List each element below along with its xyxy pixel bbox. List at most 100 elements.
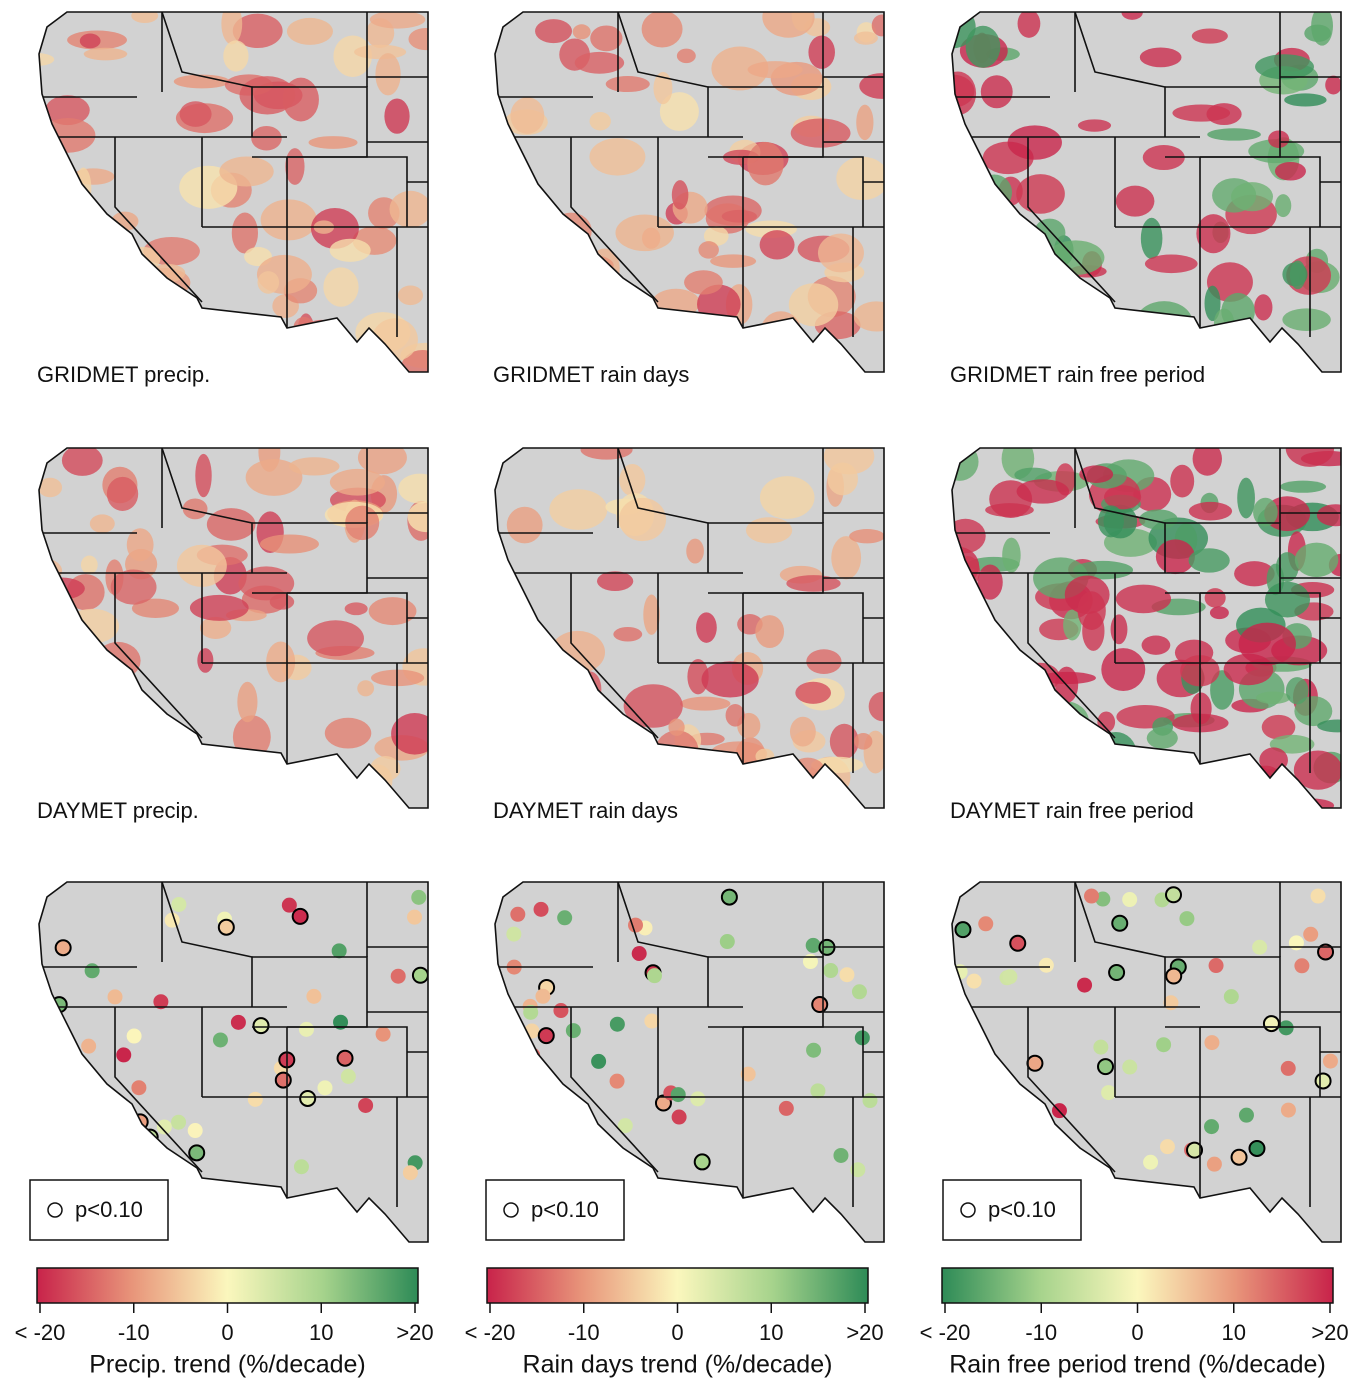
- trend-area: [173, 74, 230, 89]
- trend-area: [131, 598, 180, 619]
- trend-area: [1289, 260, 1306, 290]
- trend-area: [323, 267, 359, 307]
- trend-area: [745, 517, 793, 544]
- trend-area: [384, 98, 410, 134]
- trend-area: [1256, 691, 1291, 704]
- station: [978, 916, 994, 932]
- trend-area: [260, 199, 317, 241]
- trend-area: [116, 317, 144, 342]
- station: [1108, 964, 1126, 982]
- station: [63, 1123, 81, 1141]
- station: [1023, 1118, 1039, 1134]
- trend-area: [998, 727, 1047, 745]
- station: [1179, 911, 1195, 927]
- trend-area: [721, 209, 758, 223]
- station: [811, 996, 829, 1014]
- station: [212, 1032, 228, 1048]
- trend-area: [1136, 301, 1193, 343]
- station: [571, 1118, 587, 1134]
- tick-label: 10: [759, 1320, 783, 1345]
- station: [1317, 943, 1335, 961]
- trend-area: [580, 448, 633, 460]
- station: [537, 1027, 555, 1045]
- station: [42, 1156, 58, 1172]
- state-border: [617, 448, 709, 573]
- trend-area: [408, 28, 428, 51]
- trend-area: [1190, 692, 1212, 725]
- colorbar-title: Rain days trend (%/decade): [523, 1351, 833, 1379]
- trend-area: [786, 575, 841, 592]
- trend-area: [952, 632, 997, 653]
- trend-area: [1243, 350, 1299, 364]
- panel-label: GRIDMET rain free period: [950, 362, 1205, 387]
- state-border: [287, 1026, 408, 1097]
- trend-area: [555, 263, 579, 280]
- trend-area: [1073, 725, 1097, 757]
- trend-area: [407, 501, 428, 533]
- trend-area: [1238, 622, 1296, 666]
- station: [1262, 1015, 1280, 1033]
- trend-area: [39, 556, 63, 585]
- trend-area: [671, 180, 689, 210]
- trend-area: [1155, 539, 1195, 575]
- station: [517, 1072, 535, 1090]
- trend-area: [1071, 759, 1107, 774]
- trend-area: [1196, 214, 1231, 254]
- station: [274, 1071, 292, 1089]
- station: [1143, 1154, 1159, 1170]
- trend-area: [1073, 321, 1118, 356]
- station: [411, 889, 427, 905]
- trend-area: [853, 31, 878, 45]
- trend-area: [98, 713, 151, 728]
- trend-area: [495, 652, 525, 681]
- trend-area: [1014, 467, 1052, 483]
- trend-area: [389, 190, 428, 228]
- station: [506, 1089, 524, 1107]
- trend-area: [553, 679, 597, 719]
- station: [83, 1142, 99, 1158]
- trend-area: [1188, 501, 1233, 521]
- trend-area: [1041, 701, 1089, 743]
- trend-area: [329, 238, 371, 262]
- map-panel: [494, 11, 885, 373]
- state-border: [1074, 12, 1166, 137]
- trend-area: [572, 24, 591, 40]
- legend-label: p<0.10: [75, 1197, 143, 1222]
- coastline: [494, 11, 885, 373]
- trend-area: [583, 720, 612, 743]
- trend-area: [1254, 294, 1273, 321]
- trend-area: [996, 263, 1027, 293]
- trend-area: [680, 696, 731, 711]
- state-border: [617, 882, 709, 1007]
- trend-area: [508, 661, 537, 674]
- trend-area: [613, 626, 643, 642]
- station: [609, 1073, 625, 1089]
- station: [506, 926, 522, 942]
- trend-area: [1097, 711, 1116, 733]
- station: [647, 968, 663, 984]
- trend-area: [952, 646, 977, 667]
- trend-area: [761, 797, 815, 808]
- trend-area: [696, 612, 717, 643]
- trend-area: [831, 536, 862, 580]
- trend-area: [239, 76, 296, 115]
- state-border: [570, 1007, 659, 1173]
- state-border: [161, 448, 253, 573]
- trend-area: [1230, 182, 1274, 212]
- trend-area: [806, 649, 842, 674]
- trend-area: [1016, 479, 1070, 504]
- trend-area: [952, 141, 977, 185]
- station: [1122, 1059, 1138, 1075]
- station: [1165, 886, 1183, 904]
- station: [1159, 1139, 1175, 1155]
- station: [306, 988, 322, 1004]
- trend-area: [52, 325, 104, 358]
- trend-area: [79, 33, 101, 49]
- trend-area: [967, 703, 997, 748]
- trend-area: [83, 47, 128, 61]
- trend-area: [650, 756, 697, 793]
- trend-area: [642, 227, 661, 249]
- trend-area: [510, 97, 545, 134]
- trend-area: [1226, 757, 1247, 786]
- trend-area: [1073, 560, 1134, 580]
